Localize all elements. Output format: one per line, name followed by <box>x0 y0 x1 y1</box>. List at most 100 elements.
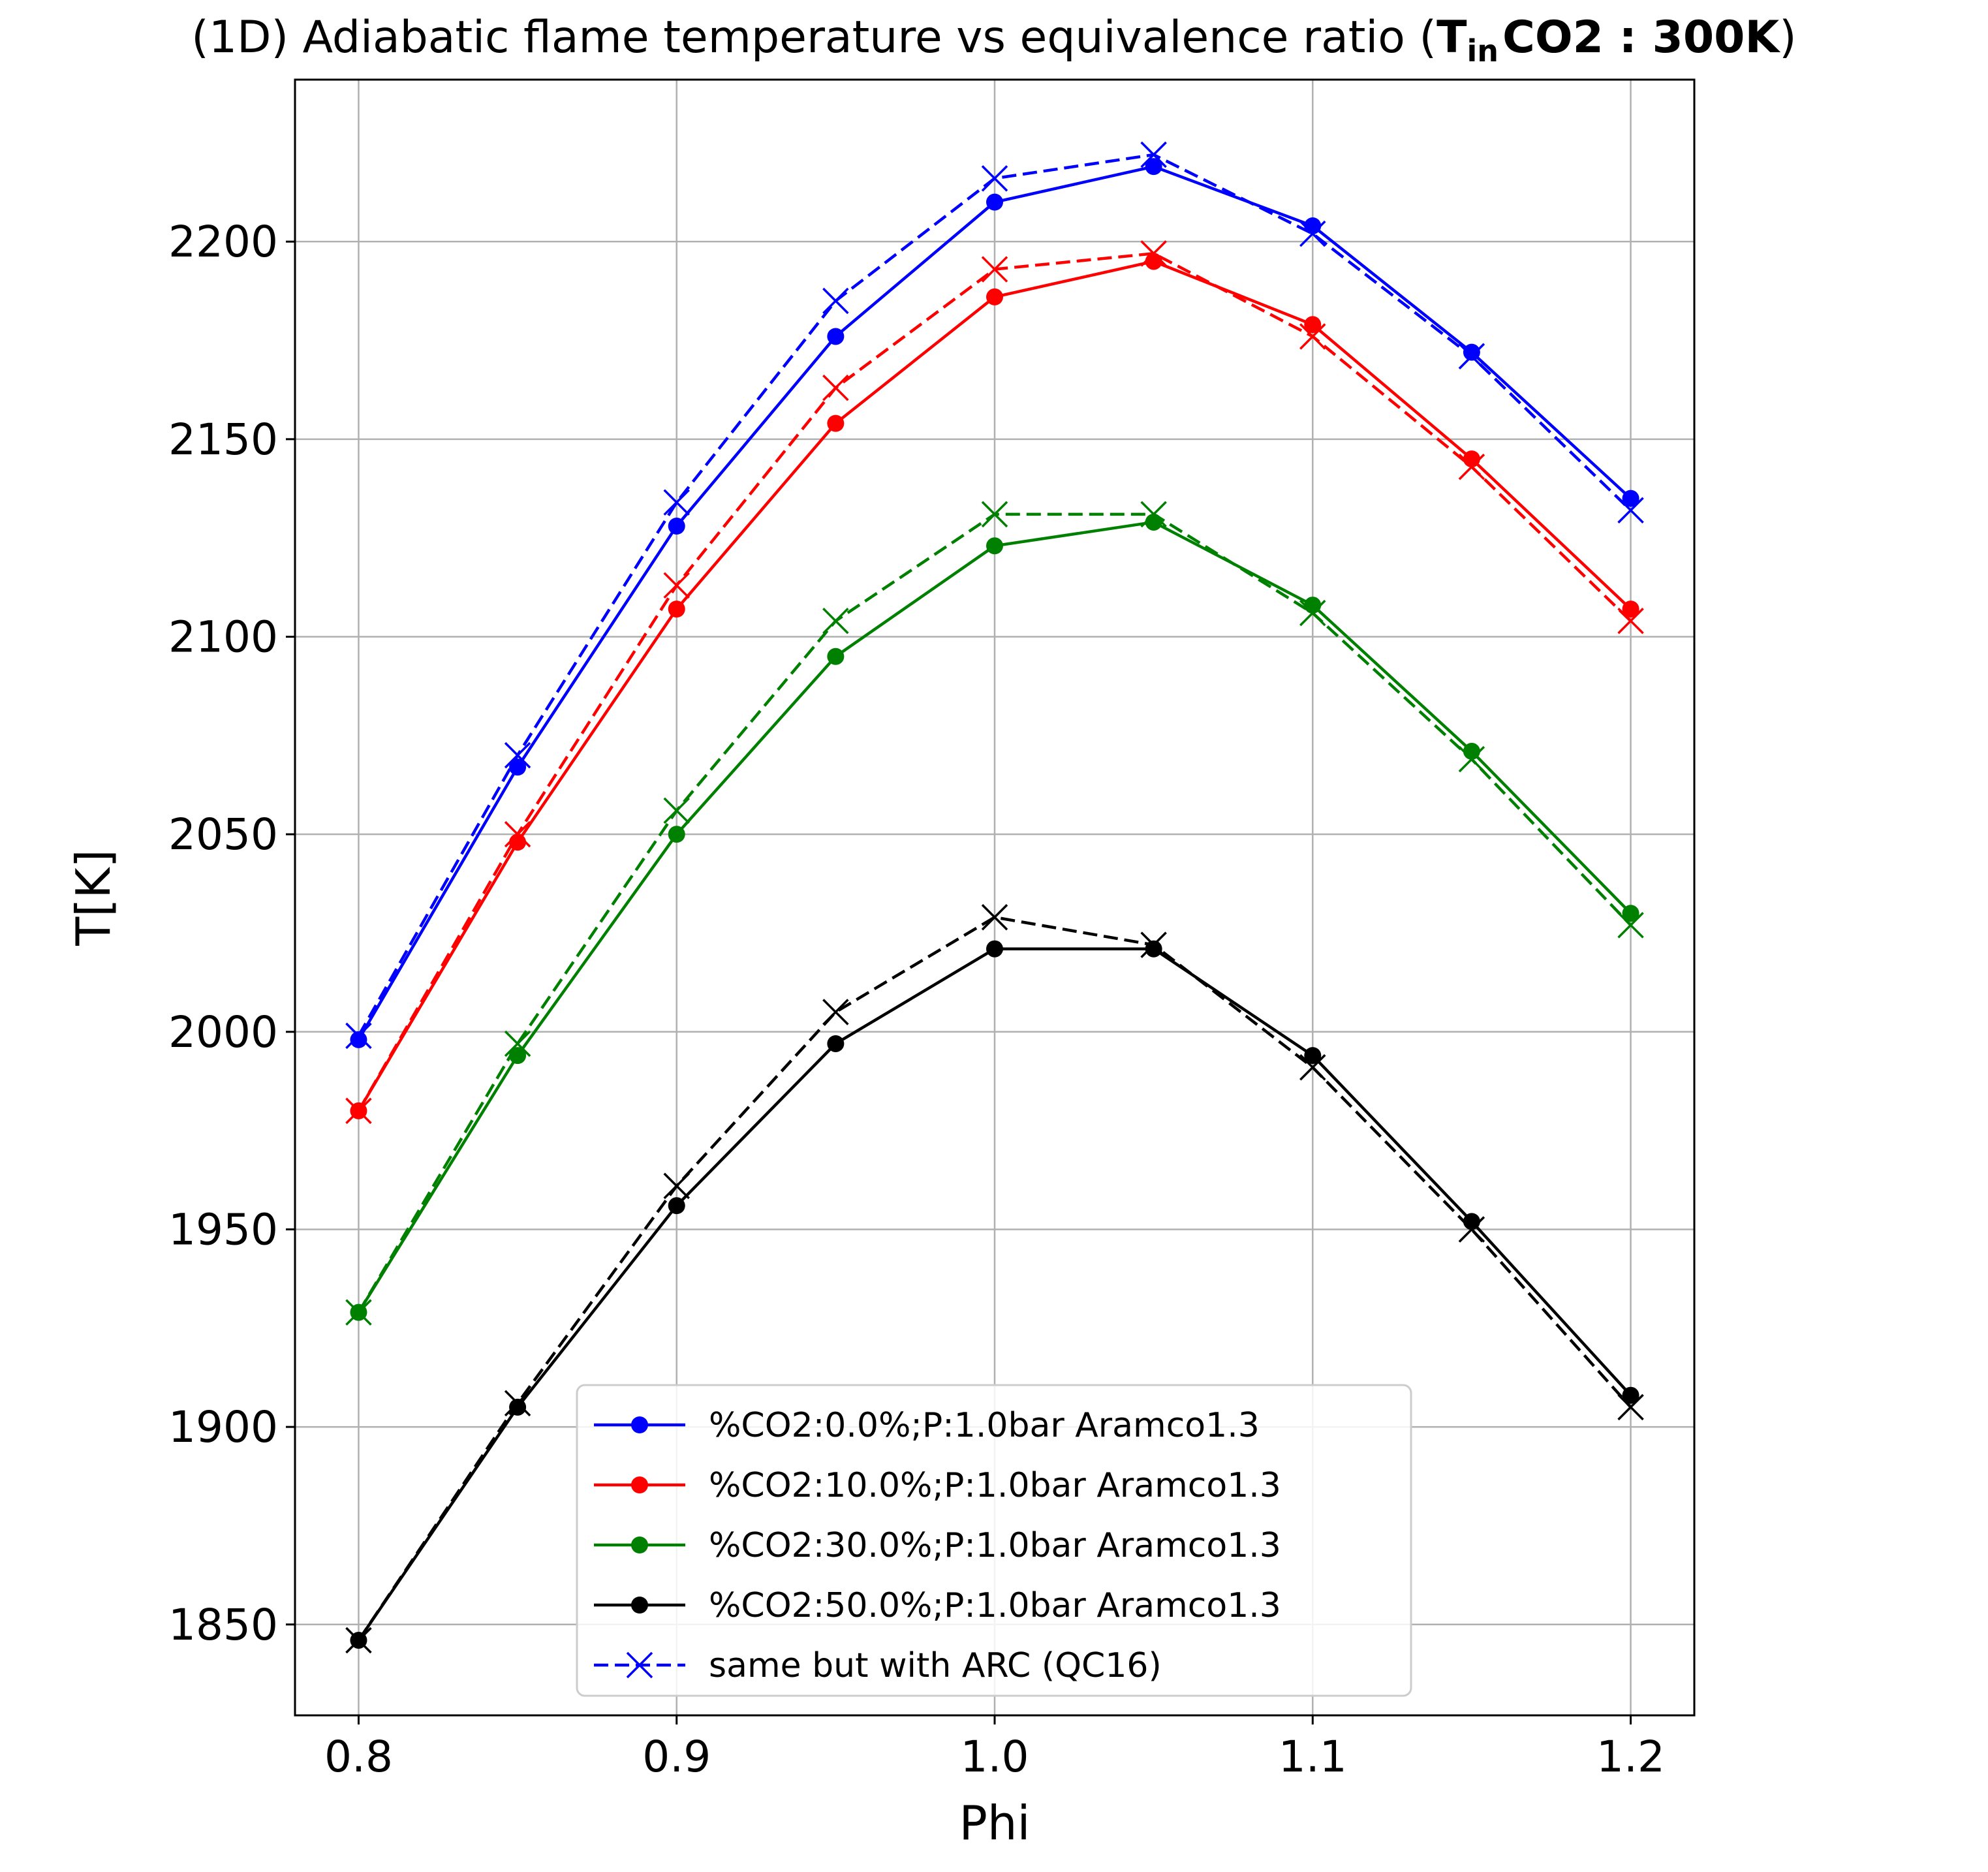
series-6-point-stroke <box>1617 608 1644 634</box>
series-1-point <box>350 1031 367 1048</box>
legend-marker <box>631 1416 648 1433</box>
series-6-point <box>981 256 1008 283</box>
series-5-point <box>504 741 531 769</box>
series-6-point <box>822 374 849 401</box>
series-7-point <box>1617 912 1644 939</box>
series-3-point <box>1304 597 1322 614</box>
y-tick-label: 1950 <box>168 1204 278 1255</box>
title-suffix: ) <box>1779 12 1797 63</box>
series-3-point <box>668 826 685 843</box>
series-7-point-stroke <box>663 797 690 824</box>
series-6-point <box>1140 240 1167 267</box>
series-8-line <box>357 916 1632 1642</box>
series-5-point <box>345 1022 372 1050</box>
series-7-point <box>663 797 690 824</box>
series-8-point-stroke <box>822 999 849 1025</box>
series-7-point-stroke <box>1299 599 1326 627</box>
series-5-point-stroke <box>1458 343 1485 369</box>
legend: %CO2:0.0%;P:1.0bar Aramco1.3 %CO2:10.0%;P… <box>576 1384 1412 1697</box>
legend-box <box>576 1384 1412 1697</box>
legend-marker <box>631 1597 648 1614</box>
series-8-point <box>1617 1394 1644 1421</box>
legend-entries: %CO2:0.0%;P:1.0bar Aramco1.3 %CO2:10.0%;P… <box>594 1406 1281 1685</box>
series-7-point-stroke <box>822 608 849 634</box>
x-tick-label: 1.1 <box>1279 1732 1347 1782</box>
y-tick-label: 1850 <box>168 1600 278 1650</box>
series-5-point-stroke <box>345 1022 372 1050</box>
series-5-point-stroke <box>1617 497 1644 524</box>
series-2-point <box>1304 316 1322 334</box>
series-8-point <box>1299 1054 1326 1081</box>
series-6 <box>345 240 1644 1125</box>
series-7-point <box>1458 745 1485 773</box>
legend-marker-stroke <box>626 1651 653 1679</box>
series-4-point <box>668 1197 685 1215</box>
series-7-point-stroke <box>981 501 1008 528</box>
title-prefix: (1D) Adiabatic flame temperature vs equi… <box>191 12 1437 63</box>
series-8-point-stroke <box>345 1627 372 1654</box>
series-3-point <box>1622 905 1639 922</box>
series-8 <box>345 904 1644 1654</box>
legend-entry-5: same but with ARC (QC16) <box>594 1646 1162 1685</box>
series-6-point <box>1617 608 1644 634</box>
series-6-point-stroke <box>663 572 690 599</box>
x-axis-label: Phi <box>959 1796 1030 1850</box>
series-4-point <box>986 940 1003 958</box>
y-tick-label: 1900 <box>168 1402 278 1452</box>
series-5-point-stroke <box>981 165 1008 192</box>
series-4-point <box>827 1035 845 1052</box>
legend-label: %CO2:50.0%;P:1.0bar Aramco1.3 <box>709 1586 1281 1625</box>
series-1 <box>350 158 1639 1048</box>
series-7-point <box>822 608 849 634</box>
legend-label: %CO2:0.0%;P:1.0bar Aramco1.3 <box>709 1406 1260 1445</box>
series-1-point <box>1622 490 1639 507</box>
series-5 <box>345 141 1644 1050</box>
series-5-point <box>1458 343 1485 369</box>
series-8-point-stroke <box>1299 1054 1326 1081</box>
series-7-point-stroke <box>1140 501 1167 528</box>
legend-entry-4: %CO2:50.0%;P:1.0bar Aramco1.3 <box>594 1586 1281 1625</box>
series-5-point-stroke <box>1140 141 1167 168</box>
series-6-point-stroke <box>345 1097 372 1125</box>
y-tick-label: 2000 <box>168 1007 278 1057</box>
series-8-point <box>1458 1216 1485 1243</box>
legend-entry-1: %CO2:0.0%;P:1.0bar Aramco1.3 <box>594 1406 1260 1445</box>
series-6-point-stroke <box>1299 323 1326 350</box>
series-7-point <box>345 1299 372 1326</box>
legend-entry-3: %CO2:30.0%;P:1.0bar Aramco1.3 <box>594 1526 1281 1565</box>
series-4-point <box>1304 1047 1322 1065</box>
y-tick-label: 2150 <box>168 414 278 465</box>
series-8-point-stroke <box>1617 1394 1644 1421</box>
series-1-point <box>986 193 1003 211</box>
series-2-point <box>1622 601 1639 618</box>
series-5-point <box>1299 220 1326 247</box>
series-1-point <box>827 328 845 345</box>
legend-entry-2: %CO2:10.0%;P:1.0bar Aramco1.3 <box>594 1466 1281 1505</box>
series-6-point-stroke <box>981 256 1008 283</box>
axis-ticks: 0.8 0.9 1.0 1.1 1.2 1850 1900 1950 2000 2050 2100 2… <box>168 217 1665 1782</box>
series-7-point-stroke <box>1617 912 1644 939</box>
series-4-point <box>1622 1386 1639 1404</box>
series-2-point <box>986 288 1003 305</box>
series-7-point <box>1140 501 1167 528</box>
series-6-point-stroke <box>504 820 531 848</box>
series-5-point <box>1617 497 1644 524</box>
x-tick-label: 0.9 <box>642 1732 711 1782</box>
series-8-point-stroke <box>504 1390 531 1417</box>
series-5-point-stroke <box>1299 220 1326 247</box>
series-6-point <box>1299 323 1326 350</box>
series-7-point-stroke <box>345 1299 372 1326</box>
chart-title: (1D) Adiabatic flame temperature vs equi… <box>191 12 1796 69</box>
legend-marker <box>626 1651 653 1679</box>
y-axis-label: T[K] <box>66 849 121 946</box>
series-2-point <box>668 601 685 618</box>
series-7-point <box>981 501 1008 528</box>
series-2-point <box>1463 450 1480 468</box>
legend-marker <box>631 1476 648 1493</box>
legend-label: same but with ARC (QC16) <box>709 1646 1162 1685</box>
x-tick-label: 1.2 <box>1596 1732 1665 1782</box>
legend-label: %CO2:30.0%;P:1.0bar Aramco1.3 <box>709 1526 1281 1565</box>
series-5-point <box>822 287 849 315</box>
y-tick-label: 2100 <box>168 612 278 662</box>
title-math-t: T <box>1437 12 1467 63</box>
